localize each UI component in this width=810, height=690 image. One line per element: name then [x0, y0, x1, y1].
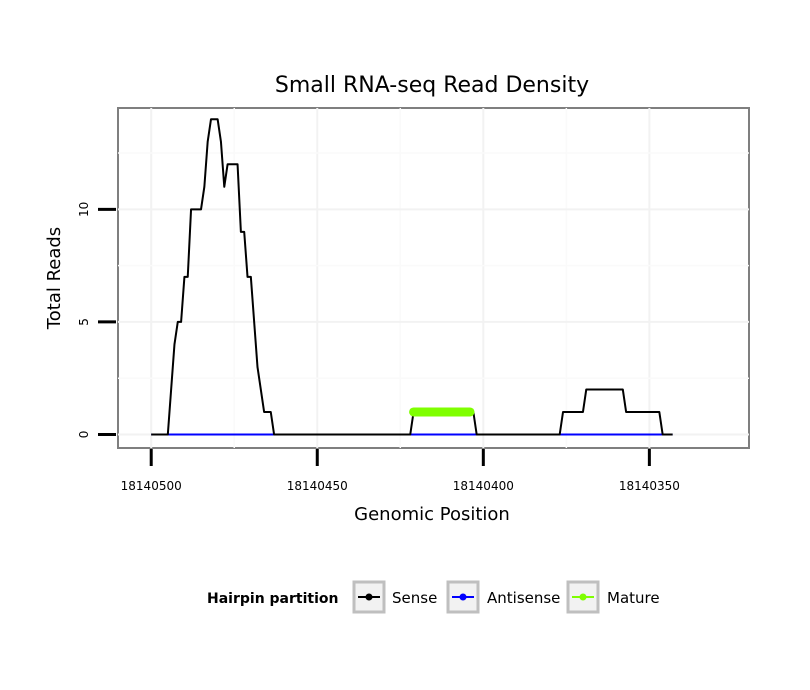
y-tick-label-2: 10: [77, 202, 91, 217]
legend-label-mature: Mature: [607, 589, 660, 607]
legend: Hairpin partition Sense Antisense Mature: [207, 580, 660, 614]
legend-key-mature: [566, 580, 600, 614]
series-layer: [151, 118, 673, 436]
y-tick-label-1: 5: [77, 318, 91, 326]
legend-entry-sense: Sense: [352, 580, 437, 614]
y-tick-label-0: 0: [77, 431, 91, 439]
legend-label-antisense: Antisense: [487, 589, 560, 607]
legend-key-dot-sense: [365, 593, 373, 601]
legend-label-sense: Sense: [392, 589, 437, 607]
series-line-sense: [151, 118, 673, 436]
grid-lines: [118, 108, 749, 448]
x-tick-label-0: 18140500: [121, 479, 182, 493]
x-axis-title: Genomic Position: [354, 504, 510, 525]
legend-entry-antisense: Antisense: [446, 580, 560, 614]
x-tick-label-1: 18140450: [287, 479, 348, 493]
y-axis-title: Total Reads: [44, 227, 65, 330]
x-tick-label-2: 18140400: [453, 479, 514, 493]
plot-panel: [117, 107, 750, 449]
legend-title: Hairpin partition: [207, 591, 338, 607]
chart-title: Small RNA-seq Read Density: [275, 73, 589, 98]
x-tick-label-3: 18140350: [619, 479, 680, 493]
legend-key-dot-mature: [579, 593, 587, 601]
x-axis: 18140500 18140450 18140400 18140350: [121, 449, 680, 493]
legend-entry-mature: Mature: [566, 580, 660, 614]
y-axis: 0 5 10: [77, 202, 116, 439]
legend-key-dot-antisense: [459, 593, 467, 601]
